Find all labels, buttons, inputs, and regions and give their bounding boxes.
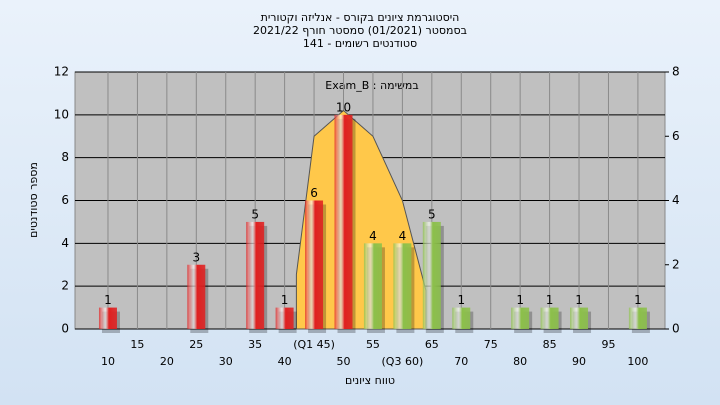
x-tick-label: 75 (484, 338, 498, 351)
bar (305, 200, 324, 329)
x-tick-label: (Q3 60) (382, 355, 424, 368)
y2-tick-label: 0 (672, 322, 680, 336)
bar (334, 114, 353, 329)
y-tick-label: 12 (54, 65, 69, 79)
bar (393, 243, 412, 329)
data-label: 1 (634, 293, 642, 307)
data-label: 1 (575, 293, 583, 307)
data-label: 1 (457, 293, 465, 307)
bar (570, 307, 589, 329)
x-tick-label: 100 (627, 355, 648, 368)
x-tick-label: 95 (601, 338, 615, 351)
bar (628, 307, 647, 329)
data-label: 1 (546, 293, 554, 307)
x-axis-label: טווח ציונים (345, 374, 395, 387)
data-label: 3 (192, 250, 200, 264)
y-tick-label: 2 (61, 279, 69, 293)
data-label: 5 (428, 207, 436, 221)
x-tick-label: 15 (130, 338, 144, 351)
bar (540, 307, 559, 329)
x-tick-label: 90 (572, 355, 586, 368)
x-tick-label: 65 (425, 338, 439, 351)
y-axis-label: מספר סטודנטים (27, 162, 40, 238)
x-tick-label: 50 (337, 355, 351, 368)
x-tick-label: 85 (543, 338, 557, 351)
bar (511, 307, 530, 329)
x-tick-label: 70 (454, 355, 468, 368)
bar (452, 307, 471, 329)
x-tick-label: 35 (248, 338, 262, 351)
x-tick-label: 55 (366, 338, 380, 351)
data-label: 4 (399, 229, 407, 243)
bar (422, 221, 441, 329)
y-tick-label: 8 (61, 150, 69, 164)
subtitle: במשימה : Exam_B (325, 79, 418, 92)
x-tick-label: 10 (101, 355, 115, 368)
x-tick-label: 40 (278, 355, 292, 368)
x-tick-label: 30 (219, 355, 233, 368)
y2-tick-label: 2 (672, 257, 680, 271)
data-label: 5 (251, 207, 259, 221)
data-label: 1 (104, 293, 112, 307)
chart-title: סטודנטים רשומים - 141 (303, 37, 417, 50)
data-label: 1 (516, 293, 524, 307)
data-label: 6 (310, 186, 318, 200)
x-tick-label: 80 (513, 355, 527, 368)
chart-title: בסמסטר (01/2021) סמסטר חורף 2021/22 (253, 24, 467, 37)
data-label: 10 (336, 100, 351, 114)
x-tick-label: (Q1 45) (293, 338, 335, 351)
x-tick-label: 20 (160, 355, 174, 368)
bar (363, 243, 382, 329)
y-tick-label: 10 (54, 107, 69, 121)
bar (187, 264, 206, 329)
x-tick-label: 25 (189, 338, 203, 351)
data-label: 1 (281, 293, 289, 307)
bar (275, 307, 294, 329)
chart-title: היסטוגרמת ציונים בקורס - אנליזה וקטורית (261, 11, 460, 24)
y-tick-label: 6 (61, 193, 69, 207)
y2-tick-label: 4 (672, 193, 680, 207)
y-tick-label: 0 (61, 322, 69, 336)
data-label: 4 (369, 229, 377, 243)
bar (98, 307, 117, 329)
y-tick-label: 4 (61, 236, 69, 250)
bar (246, 221, 265, 329)
y2-tick-label: 8 (672, 65, 680, 79)
y2-tick-label: 6 (672, 129, 680, 143)
